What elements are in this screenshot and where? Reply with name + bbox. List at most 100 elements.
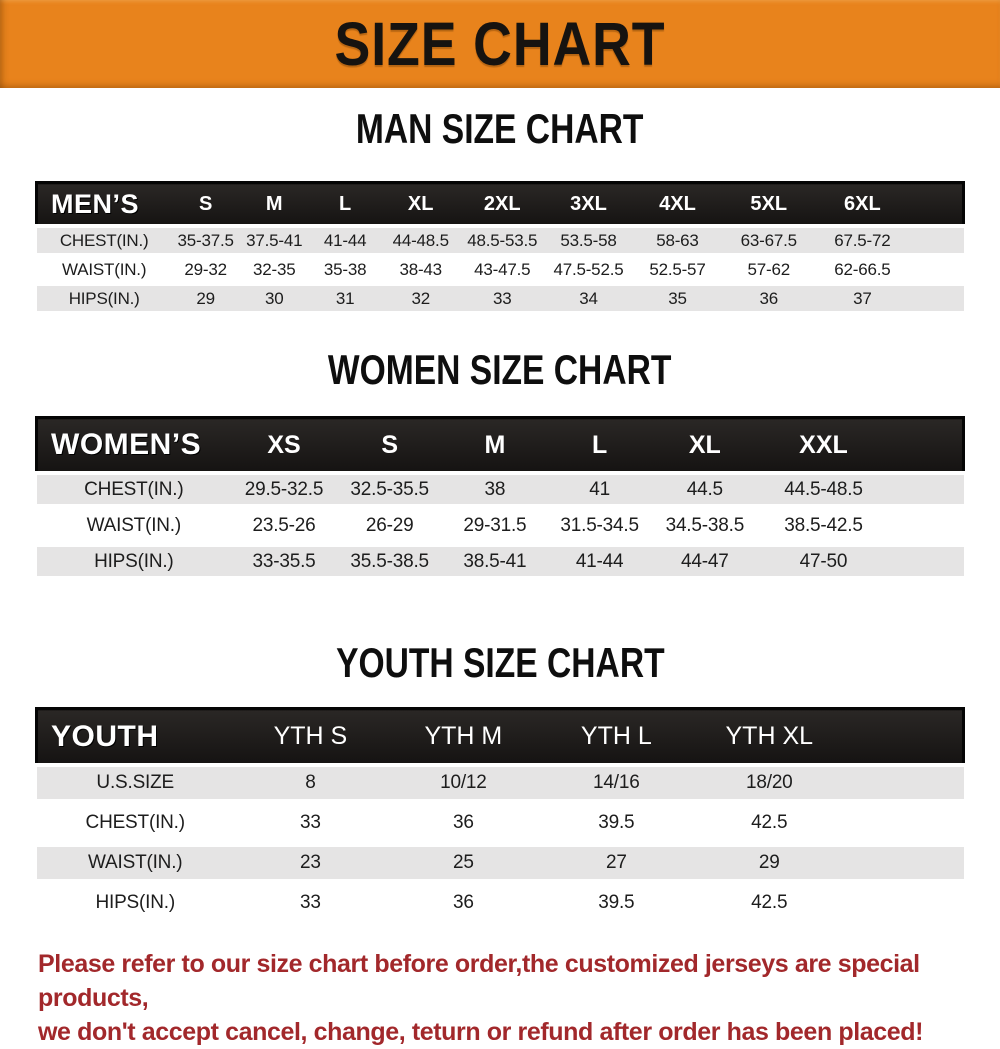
size-value: 33 [460,284,545,311]
size-value: 44.5-48.5 [757,473,890,511]
footnote-line-2: we don't accept cancel, change, teturn o… [38,1018,924,1046]
size-value: 37.5-41 [239,226,310,257]
row-spacer [889,473,964,511]
size-value: 44.5 [652,473,758,511]
table-row: CHEST(IN.) 35-37.5 37.5-41 41-44 44-48.5 48.5… [36,226,964,257]
size-value: 27 [539,843,693,887]
size-value: 41-44 [547,543,652,576]
size-value: 39.5 [539,803,693,847]
column-header: YTH XL [692,707,846,767]
row-label: U.S.SIZE [36,765,234,807]
size-value: 31 [309,284,382,311]
row-spacer [909,255,964,286]
row-spacer [909,226,964,257]
banner: SIZE CHART [0,0,1000,88]
header-spacer [889,416,966,475]
column-header: M [442,416,548,475]
row-spacer [889,543,964,576]
column-header: XL [652,416,758,475]
men-size-table: MEN’S S M L XL 2XL 3XL 4XL 5XL 6XL CHEST(IN.) 35-3… [34,181,965,311]
women-table-body: CHEST(IN.) 29.5-32.5 32.5-35.5 38 41 44.5 44.5… [36,473,964,576]
size-value: 36 [722,284,816,311]
column-header: L [309,181,382,228]
footnote: Please refer to our size chart before or… [0,947,1000,1049]
table-row: HIPS(IN.) 29 30 31 32 33 34 35 36 37 [36,284,964,311]
row-spacer [845,765,964,807]
column-header: XXL [757,416,890,475]
row-spacer [845,803,964,847]
size-value: 37 [815,284,910,311]
men-table-body: CHEST(IN.) 35-37.5 37.5-41 41-44 44-48.5 48.5… [36,226,964,311]
size-value: 38.5-41 [442,543,548,576]
size-value: 34.5-38.5 [652,507,758,547]
table-row: WAIST(IN.) 23.5-26 26-29 29-31.5 31.5-34.5 34… [36,507,964,547]
size-value: 8 [233,765,387,807]
youth-size-section: YOUTH SIZE CHART YOUTH YTH S YTH M YTH L YTH… [0,640,1000,919]
size-value: 23.5-26 [231,507,337,547]
content: MAN SIZE CHART MEN’S S M L XL 2XL 3XL 4XL 5XL 6XL… [0,106,1000,919]
men-section-title-text: MAN SIZE CHART [356,105,644,152]
size-value: 35.5-38.5 [336,543,443,576]
column-header: XS [231,416,337,475]
women-table-head: WOMEN’S XS S M L XL XXL [35,416,966,475]
table-row: CHEST(IN.) 33 36 39.5 42.5 [36,803,964,847]
header-spacer [909,181,965,228]
men-section-title: MAN SIZE CHART [0,106,1000,159]
table-row: U.S.SIZE 8 10/12 14/16 18/20 [36,765,964,807]
column-header: XL [381,181,461,228]
size-value: 53.5-58 [544,226,633,257]
size-value: 35-37.5 [171,226,240,257]
size-value: 29-32 [171,255,240,286]
column-header: M [239,181,310,228]
women-section-title-text: WOMEN SIZE CHART [328,346,672,393]
size-value: 29.5-32.5 [231,473,337,511]
row-label: WAIST(IN.) [36,255,172,286]
size-value: 29-31.5 [442,507,548,547]
men-size-section: MAN SIZE CHART MEN’S S M L XL 2XL 3XL 4XL 5XL 6XL… [0,106,1000,311]
size-value: 41 [547,473,652,511]
size-value: 33-35.5 [231,543,337,576]
size-value: 42.5 [751,892,788,913]
size-value: 31.5-34.5 [547,507,652,547]
size-value: 36 [386,803,540,847]
table-corner-label: WOMEN’S [35,416,232,475]
size-value: 67.5-72 [815,226,910,257]
size-value: 32-35 [239,255,310,286]
size-value: 62-66.5 [815,255,910,286]
size-value: 18/20 [692,765,846,807]
size-value: 52.5-57 [632,255,723,286]
footnote-line-1: Please refer to our size chart before or… [38,950,920,1012]
header-row: YOUTH YTH S YTH M YTH L YTH XL [34,707,965,767]
table-corner-label: YOUTH [34,707,234,767]
row-spacer [889,507,964,547]
size-value: 14/16 [539,765,693,807]
table-corner-label: MEN’S [34,181,172,228]
size-value: 39.5 [598,892,635,913]
column-header: 2XL [460,181,545,228]
size-value: 38-43 [381,255,461,286]
size-value: 43-47.5 [460,255,545,286]
size-value: 63-67.5 [722,226,816,257]
size-value: 36 [453,892,474,913]
size-value: 41-44 [309,226,382,257]
size-value: 44-47 [652,543,758,576]
row-label: HIPS(IN.) [95,892,175,913]
column-header: 3XL [544,181,633,228]
size-value: 29 [692,843,846,887]
size-value: 25 [386,843,540,887]
header-spacer [845,707,965,767]
column-header: S [336,416,443,475]
row-spacer [845,843,964,887]
size-value: 23 [233,843,387,887]
size-value: 32.5-35.5 [336,473,443,511]
row-label: CHEST(IN.) [36,226,172,257]
column-header: YTH L [539,707,693,767]
size-value: 58-63 [632,226,723,257]
youth-table-body: U.S.SIZE 8 10/12 14/16 18/20 CHEST(IN.) 33 36 39… [36,765,964,919]
youth-section-title: YOUTH SIZE CHART [0,640,1000,693]
row-label: HIPS(IN.) [36,284,172,311]
size-value: 29 [171,284,240,311]
women-size-section: WOMEN SIZE CHART WOMEN’S XS S M L XL XXL CHEST… [0,347,1000,576]
size-value: 44-48.5 [381,226,461,257]
table-row: CHEST(IN.) 29.5-32.5 32.5-35.5 38 41 44.5 44.5… [36,473,964,511]
